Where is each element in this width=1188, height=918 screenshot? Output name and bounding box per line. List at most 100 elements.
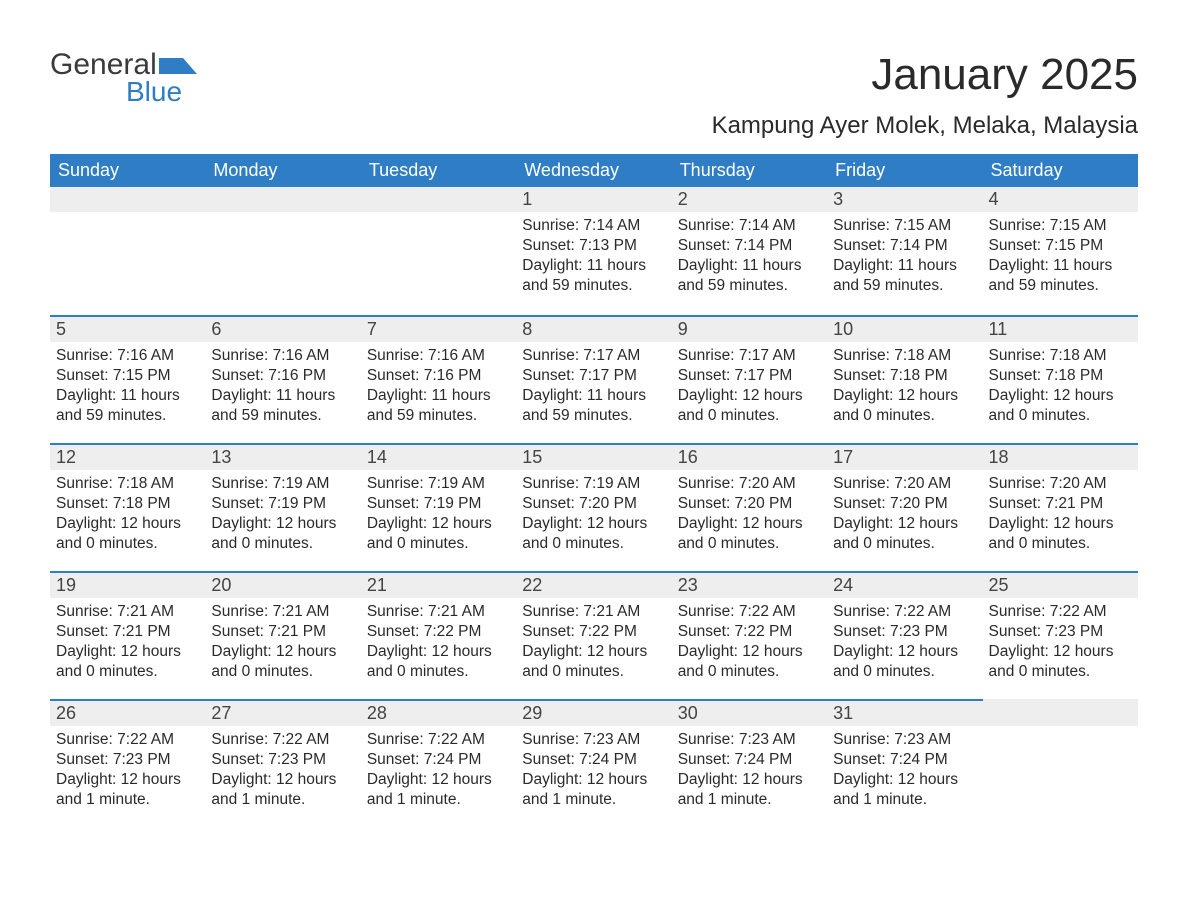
daylight-text: Daylight: 12 hours and 1 minute. xyxy=(211,770,354,810)
sunset-text: Sunset: 7:24 PM xyxy=(367,750,510,770)
weekday-header: Friday xyxy=(827,154,982,187)
day-body: Sunrise: 7:22 AMSunset: 7:23 PMDaylight:… xyxy=(983,598,1138,687)
daylight-text: Daylight: 12 hours and 0 minutes. xyxy=(678,642,821,682)
day-body: Sunrise: 7:18 AMSunset: 7:18 PMDaylight:… xyxy=(983,342,1138,431)
daylight-text: Daylight: 12 hours and 0 minutes. xyxy=(833,642,976,682)
calendar-cell xyxy=(50,187,205,315)
sunrise-text: Sunrise: 7:23 AM xyxy=(833,730,976,750)
calendar-cell: 29Sunrise: 7:23 AMSunset: 7:24 PMDayligh… xyxy=(516,699,671,827)
sunset-text: Sunset: 7:23 PM xyxy=(56,750,199,770)
daylight-text: Daylight: 12 hours and 0 minutes. xyxy=(56,642,199,682)
daylight-text: Daylight: 11 hours and 59 minutes. xyxy=(56,386,199,426)
calendar-cell: 20Sunrise: 7:21 AMSunset: 7:21 PMDayligh… xyxy=(205,571,360,699)
sunrise-text: Sunrise: 7:23 AM xyxy=(522,730,665,750)
calendar-cell: 6Sunrise: 7:16 AMSunset: 7:16 PMDaylight… xyxy=(205,315,360,443)
sunrise-text: Sunrise: 7:14 AM xyxy=(522,216,665,236)
day-number: 20 xyxy=(205,571,360,598)
daylight-text: Daylight: 12 hours and 0 minutes. xyxy=(367,642,510,682)
day-body: Sunrise: 7:21 AMSunset: 7:21 PMDaylight:… xyxy=(205,598,360,687)
calendar-cell xyxy=(205,187,360,315)
sunrise-text: Sunrise: 7:22 AM xyxy=(211,730,354,750)
sunset-text: Sunset: 7:21 PM xyxy=(211,622,354,642)
calendar-cell: 24Sunrise: 7:22 AMSunset: 7:23 PMDayligh… xyxy=(827,571,982,699)
calendar-cell: 8Sunrise: 7:17 AMSunset: 7:17 PMDaylight… xyxy=(516,315,671,443)
sunset-text: Sunset: 7:23 PM xyxy=(989,622,1132,642)
daylight-text: Daylight: 12 hours and 0 minutes. xyxy=(989,514,1132,554)
day-body: Sunrise: 7:17 AMSunset: 7:17 PMDaylight:… xyxy=(672,342,827,431)
day-body: Sunrise: 7:14 AMSunset: 7:13 PMDaylight:… xyxy=(516,212,671,301)
day-body: Sunrise: 7:22 AMSunset: 7:24 PMDaylight:… xyxy=(361,726,516,815)
sunset-text: Sunset: 7:23 PM xyxy=(833,622,976,642)
sunset-text: Sunset: 7:16 PM xyxy=(211,366,354,386)
day-body: Sunrise: 7:17 AMSunset: 7:17 PMDaylight:… xyxy=(516,342,671,431)
daylight-text: Daylight: 12 hours and 0 minutes. xyxy=(56,514,199,554)
sunset-text: Sunset: 7:18 PM xyxy=(833,366,976,386)
day-number: 2 xyxy=(672,187,827,212)
day-body: Sunrise: 7:22 AMSunset: 7:23 PMDaylight:… xyxy=(205,726,360,815)
day-body: Sunrise: 7:22 AMSunset: 7:23 PMDaylight:… xyxy=(50,726,205,815)
sunrise-text: Sunrise: 7:16 AM xyxy=(367,346,510,366)
daylight-text: Daylight: 12 hours and 0 minutes. xyxy=(211,514,354,554)
sunrise-text: Sunrise: 7:14 AM xyxy=(678,216,821,236)
day-number: 14 xyxy=(361,443,516,470)
day-number: 30 xyxy=(672,699,827,726)
logo: General Blue xyxy=(50,50,197,106)
sunset-text: Sunset: 7:16 PM xyxy=(367,366,510,386)
day-number: 23 xyxy=(672,571,827,598)
day-body: Sunrise: 7:20 AMSunset: 7:20 PMDaylight:… xyxy=(672,470,827,559)
daylight-text: Daylight: 12 hours and 1 minute. xyxy=(833,770,976,810)
calendar-cell: 13Sunrise: 7:19 AMSunset: 7:19 PMDayligh… xyxy=(205,443,360,571)
calendar-cell: 11Sunrise: 7:18 AMSunset: 7:18 PMDayligh… xyxy=(983,315,1138,443)
daylight-text: Daylight: 12 hours and 1 minute. xyxy=(678,770,821,810)
sunrise-text: Sunrise: 7:22 AM xyxy=(833,602,976,622)
weekday-header: Wednesday xyxy=(516,154,671,187)
day-number: 29 xyxy=(516,699,671,726)
calendar-cell: 10Sunrise: 7:18 AMSunset: 7:18 PMDayligh… xyxy=(827,315,982,443)
sunrise-text: Sunrise: 7:15 AM xyxy=(989,216,1132,236)
daylight-text: Daylight: 12 hours and 0 minutes. xyxy=(989,386,1132,426)
daylight-text: Daylight: 12 hours and 1 minute. xyxy=(56,770,199,810)
day-number: 28 xyxy=(361,699,516,726)
sunset-text: Sunset: 7:20 PM xyxy=(833,494,976,514)
calendar-table: SundayMondayTuesdayWednesdayThursdayFrid… xyxy=(50,154,1138,827)
calendar-cell: 5 Sunrise: 7:16 AMSunset: 7:15 PMDaylight… xyxy=(50,315,205,443)
sunset-text: Sunset: 7:22 PM xyxy=(367,622,510,642)
day-number: 5 xyxy=(50,315,205,342)
day-number: 25 xyxy=(983,571,1138,598)
sunrise-text: Sunrise: 7:19 AM xyxy=(211,474,354,494)
sunset-text: Sunset: 7:13 PM xyxy=(522,236,665,256)
sunset-text: Sunset: 7:14 PM xyxy=(833,236,976,256)
sunset-text: Sunset: 7:24 PM xyxy=(833,750,976,770)
day-number: 12 xyxy=(50,443,205,470)
day-body: Sunrise: 7:22 AMSunset: 7:23 PMDaylight:… xyxy=(827,598,982,687)
sunrise-text: Sunrise: 7:20 AM xyxy=(833,474,976,494)
sunrise-text: Sunrise: 7:19 AM xyxy=(522,474,665,494)
calendar-cell: 14Sunrise: 7:19 AMSunset: 7:19 PMDayligh… xyxy=(361,443,516,571)
calendar-cell: 16Sunrise: 7:20 AMSunset: 7:20 PMDayligh… xyxy=(672,443,827,571)
sunrise-text: Sunrise: 7:22 AM xyxy=(56,730,199,750)
day-body: Sunrise: 7:19 AMSunset: 7:20 PMDaylight:… xyxy=(516,470,671,559)
calendar-cell xyxy=(361,187,516,315)
day-body: Sunrise: 7:23 AMSunset: 7:24 PMDaylight:… xyxy=(516,726,671,815)
sunset-text: Sunset: 7:19 PM xyxy=(367,494,510,514)
sunrise-text: Sunrise: 7:18 AM xyxy=(989,346,1132,366)
weekday-header: Sunday xyxy=(50,154,205,187)
calendar-week-row: 19Sunrise: 7:21 AMSunset: 7:21 PMDayligh… xyxy=(50,571,1138,699)
daylight-text: Daylight: 11 hours and 59 minutes. xyxy=(989,256,1132,296)
day-number: 8 xyxy=(516,315,671,342)
weekday-header: Tuesday xyxy=(361,154,516,187)
day-number: 24 xyxy=(827,571,982,598)
day-body: Sunrise: 7:16 AMSunset: 7:16 PMDaylight:… xyxy=(361,342,516,431)
sunset-text: Sunset: 7:18 PM xyxy=(56,494,199,514)
weekday-header: Saturday xyxy=(983,154,1138,187)
day-body: Sunrise: 7:18 AMSunset: 7:18 PMDaylight:… xyxy=(50,470,205,559)
calendar-cell: 23Sunrise: 7:22 AMSunset: 7:22 PMDayligh… xyxy=(672,571,827,699)
daylight-text: Daylight: 12 hours and 0 minutes. xyxy=(522,642,665,682)
sunrise-text: Sunrise: 7:16 AM xyxy=(56,346,199,366)
calendar-week-row: 1Sunrise: 7:14 AMSunset: 7:13 PMDaylight… xyxy=(50,187,1138,315)
daylight-text: Daylight: 12 hours and 0 minutes. xyxy=(678,514,821,554)
sunset-text: Sunset: 7:20 PM xyxy=(678,494,821,514)
day-number: 26 xyxy=(50,699,205,726)
sunset-text: Sunset: 7:15 PM xyxy=(56,366,199,386)
calendar-cell: 4Sunrise: 7:15 AMSunset: 7:15 PMDaylight… xyxy=(983,187,1138,315)
